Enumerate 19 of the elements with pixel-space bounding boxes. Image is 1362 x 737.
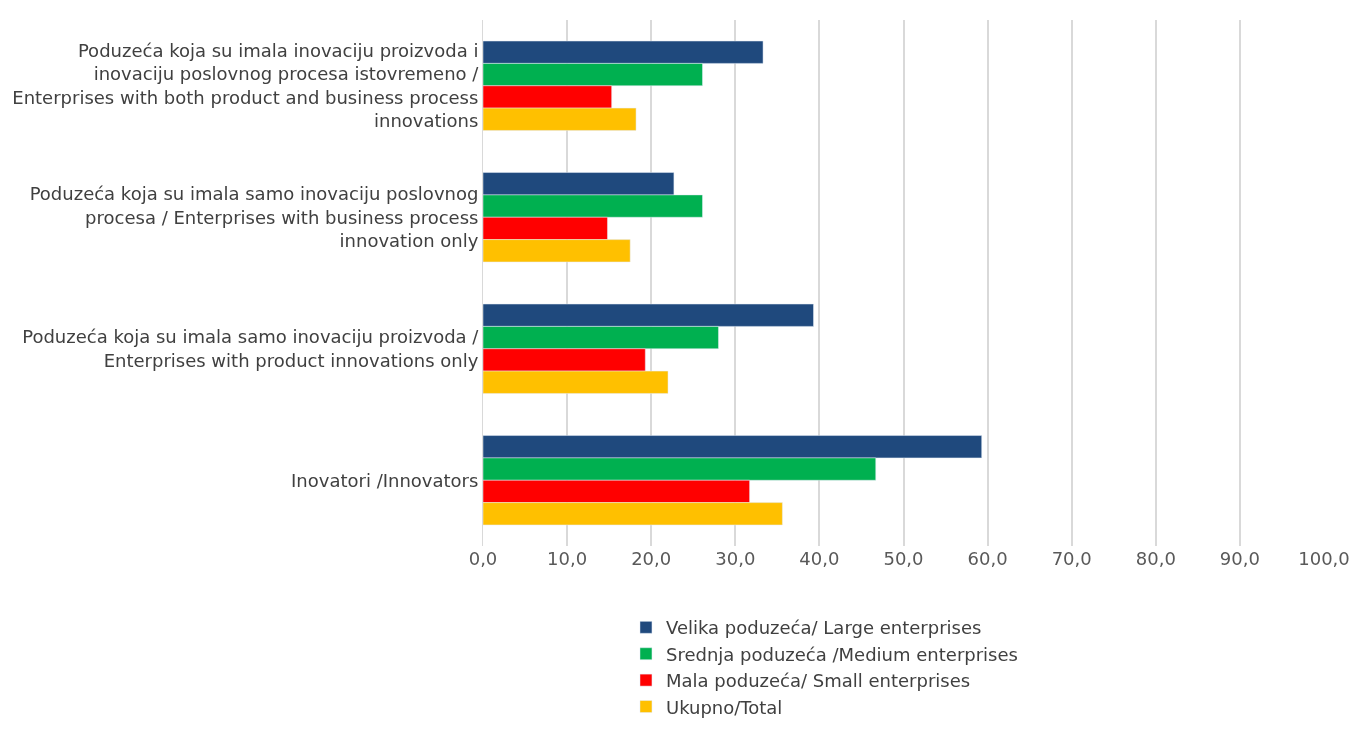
- y-tick-label: Poduzeća koja su imala inovaciju proizvoda i inovaciju poslovnog procesa istovremeno / Enterprises with both product and business process innovations: [12, 39, 480, 132]
- x-tick-label: 100,0: [1298, 548, 1350, 569]
- y-tick-label: Poduzeća koja su imala samo inovaciju proizvoda / Enterprises with product innovations only: [22, 326, 480, 371]
- y-tick-label: Inovatori /Innovators: [291, 469, 479, 491]
- x-tick-label: 90,0: [1219, 548, 1260, 569]
- legend-label: Velika poduzeća/ Large enterprises: [665, 617, 982, 639]
- y-tick-label: Poduzeća koja su imala samo inovaciju poslovnog procesa / Enterprises with business process innovation only: [29, 183, 479, 251]
- x-tick-label: 30,0: [715, 548, 756, 569]
- x-tick-label: 40,0: [799, 548, 840, 569]
- x-tick-label: 20,0: [631, 548, 672, 569]
- legend-label: Mala poduzeća/ Small enterprises: [665, 670, 971, 692]
- legend-label: Srednja poduzeća /Medium enterprises: [665, 643, 1018, 665]
- x-tick-label: 70,0: [1051, 548, 1092, 569]
- x-tick-label: 60,0: [967, 548, 1008, 569]
- x-tick-label: 0,0: [468, 548, 498, 569]
- x-tick-label: 50,0: [883, 548, 924, 569]
- x-tick-label: 10,0: [547, 548, 588, 569]
- legend-label: Ukupno/Total: [665, 696, 783, 718]
- x-tick-label: 80,0: [1135, 548, 1176, 569]
